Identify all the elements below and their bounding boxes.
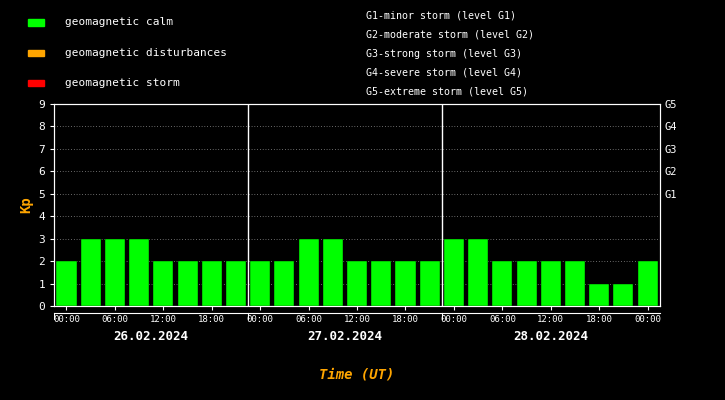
- Bar: [226, 261, 246, 306]
- Bar: [323, 239, 343, 306]
- Bar: [28, 19, 44, 26]
- Bar: [28, 80, 44, 86]
- Bar: [153, 261, 173, 306]
- Bar: [105, 239, 125, 306]
- Bar: [468, 239, 488, 306]
- Text: G4-severe storm (level G4): G4-severe storm (level G4): [366, 68, 522, 78]
- Text: G5-extreme storm (level G5): G5-extreme storm (level G5): [366, 86, 528, 96]
- Text: G1-minor storm (level G1): G1-minor storm (level G1): [366, 11, 516, 21]
- Text: Time (UT): Time (UT): [320, 367, 394, 381]
- Bar: [589, 284, 609, 306]
- Text: 28.02.2024: 28.02.2024: [513, 330, 588, 343]
- Bar: [250, 261, 270, 306]
- Bar: [178, 261, 198, 306]
- Bar: [57, 261, 77, 306]
- Text: G2-moderate storm (level G2): G2-moderate storm (level G2): [366, 30, 534, 40]
- Bar: [541, 261, 561, 306]
- Text: geomagnetic disturbances: geomagnetic disturbances: [65, 48, 227, 58]
- Bar: [565, 261, 585, 306]
- Text: 26.02.2024: 26.02.2024: [114, 330, 188, 343]
- Bar: [299, 239, 319, 306]
- Bar: [347, 261, 367, 306]
- Bar: [395, 261, 415, 306]
- Bar: [28, 50, 44, 56]
- Bar: [637, 261, 658, 306]
- Bar: [274, 261, 294, 306]
- Bar: [444, 239, 464, 306]
- Text: geomagnetic storm: geomagnetic storm: [65, 78, 180, 88]
- Bar: [371, 261, 392, 306]
- Y-axis label: Kp: Kp: [19, 197, 33, 213]
- Bar: [420, 261, 440, 306]
- Bar: [202, 261, 222, 306]
- Text: 27.02.2024: 27.02.2024: [307, 330, 383, 343]
- Bar: [492, 261, 513, 306]
- Bar: [80, 239, 101, 306]
- Bar: [516, 261, 536, 306]
- Text: G3-strong storm (level G3): G3-strong storm (level G3): [366, 49, 522, 59]
- Bar: [613, 284, 634, 306]
- Text: geomagnetic calm: geomagnetic calm: [65, 17, 173, 27]
- Bar: [129, 239, 149, 306]
